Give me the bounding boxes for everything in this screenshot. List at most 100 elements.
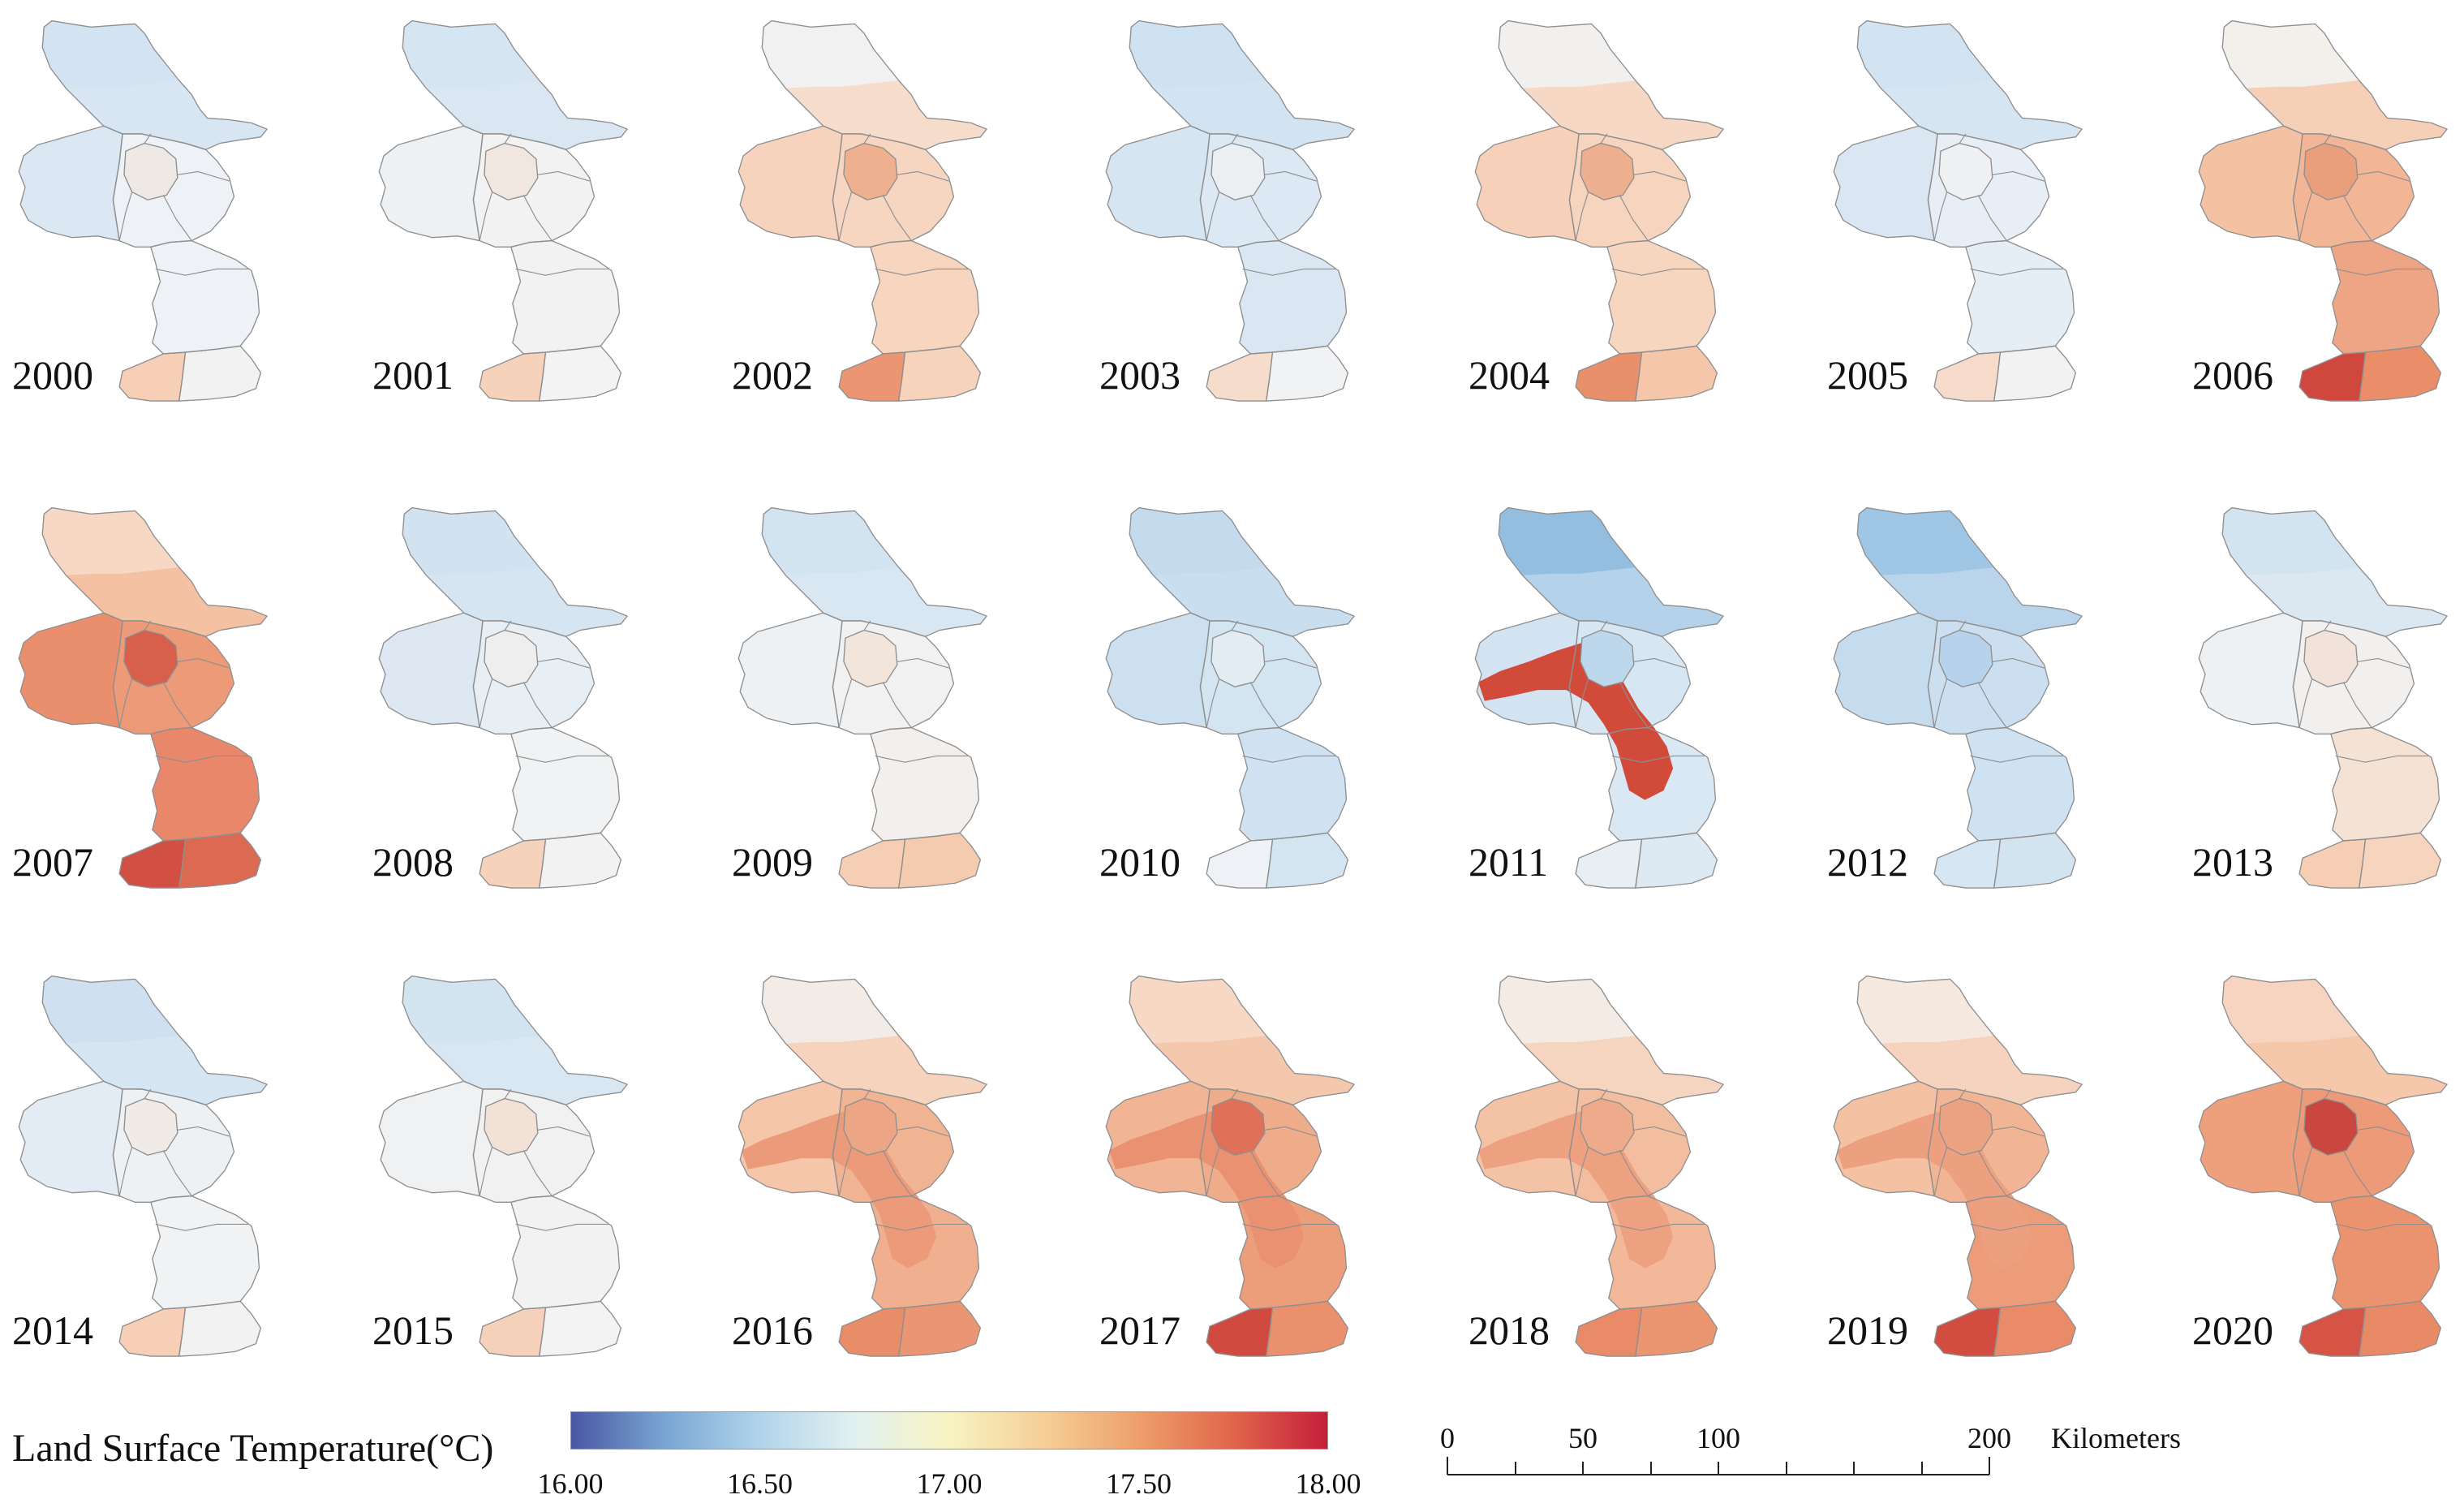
lst-map-2011 [1474,506,1724,889]
map-panel-2012: 2012 [1815,492,2085,894]
year-label: 2019 [1827,1307,1908,1353]
district-boundary [484,629,539,687]
district-boundary [2357,170,2410,182]
district-boundary [2335,268,2428,276]
southwest-tip-region [839,1307,905,1357]
district-boundary [1992,657,2045,669]
district-boundary [2298,1147,2313,1196]
south-region [870,727,979,841]
district-boundary [1993,1300,2077,1357]
district-boundary [875,1223,968,1231]
district-boundary [1231,133,1239,144]
map-panel-2001: 2001 [360,5,630,407]
west-central-region [19,613,123,728]
map-panel-2010: 2010 [1087,492,1357,894]
district-boundary [1635,345,1718,402]
urban-core-region [123,1098,178,1156]
district-boundary [2221,19,2448,150]
southeast-tip-region [898,1301,981,1357]
district-boundary [177,170,230,182]
year-label: 2005 [1827,352,1908,398]
district-boundary [843,629,898,687]
map-panel-2006: 2006 [2180,5,2450,407]
lst-map-2018 [1474,975,1724,1357]
north-upper-region [402,20,540,88]
district-boundary [402,506,628,637]
district-boundary [539,345,622,402]
lst-map-2016 [737,975,987,1357]
south-region [870,240,979,354]
year-label: 2004 [1469,352,1550,398]
urban-core-region [843,143,897,200]
district-boundary [2303,629,2359,687]
district-boundary [2342,195,2372,241]
year-label: 2006 [2192,352,2273,398]
district-boundary [1580,1097,1635,1156]
district-boundary [1938,142,1993,200]
district-boundary [832,620,955,735]
district-boundary [1199,133,1322,248]
west-central-region [738,126,843,241]
district-boundary [2359,345,2442,402]
district-boundary [863,1088,871,1099]
district-boundary [402,975,628,1105]
district-boundary [1264,170,1317,182]
district-boundary [123,629,178,687]
district-boundary [838,192,853,241]
district-boundary [2342,682,2372,728]
district-boundary [2298,192,2313,241]
district-boundary [1242,1223,1335,1231]
district-boundary [1970,755,2063,763]
south-region [150,727,260,841]
district-boundary [1959,620,1967,631]
district-boundary [2357,657,2410,669]
southwest-tip-region [839,839,905,889]
lst-map-2009 [737,506,987,889]
district-boundary [897,657,949,669]
district-boundary [41,975,268,1105]
district-boundary [1927,1088,2050,1204]
west-central-region [1106,613,1210,728]
district-boundary [1619,195,1649,241]
district-boundary [1249,195,1279,241]
southwest-tip-region [119,839,186,889]
district-boundary [479,1147,493,1196]
district-boundary [112,620,235,735]
district-boundary [1635,832,1718,889]
district-boundary [1619,1150,1649,1196]
north-upper-region [762,20,899,88]
district-boundary [1600,1088,1608,1099]
year-label: 2012 [1827,839,1908,885]
year-label: 2009 [732,839,813,885]
district-boundary [1266,832,1349,889]
district-boundary [479,678,493,728]
district-boundary [898,345,982,402]
district-boundary [1977,195,2007,241]
district-boundary [1206,678,1220,728]
district-boundary [144,133,152,144]
district-boundary [1970,268,2063,276]
district-boundary [1264,657,1317,669]
map-panel-2002: 2002 [720,5,990,407]
south-region [1965,240,2075,354]
district-boundary [144,620,152,631]
north-upper-region [1857,507,1994,575]
district-boundary [2221,506,2448,637]
district-boundary [1993,832,2077,889]
urban-core-region [1210,143,1265,200]
urban-core-region [1580,143,1634,200]
southeast-tip-region [898,346,981,402]
urban-core-region [484,1098,538,1156]
district-boundary [863,133,871,144]
north-upper-region [2222,20,2359,88]
scale-bar-tick [1582,1462,1584,1475]
district-boundary [761,506,987,637]
district-boundary [761,975,987,1105]
south-region [1965,727,2075,841]
district-boundary [882,1150,912,1196]
lst-map-2017 [1105,975,1355,1357]
district-boundary [1927,620,2050,735]
lst-map-2012 [1833,506,2083,889]
map-panel-2013: 2013 [2180,492,2450,894]
